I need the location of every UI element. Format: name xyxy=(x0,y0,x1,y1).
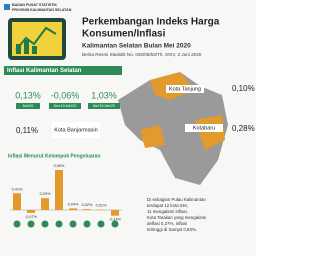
period-box xyxy=(16,103,40,109)
category-icon xyxy=(41,220,49,228)
category-icon xyxy=(83,220,91,228)
value-label: 0,41% xyxy=(12,187,23,191)
city: Kotabaru xyxy=(193,125,215,131)
note-line: Kota Tarakan yang mengalami xyxy=(147,215,206,220)
period-box xyxy=(49,103,81,109)
note-line: Di sebagian Pulau Kalimantan xyxy=(147,197,206,202)
period-box xyxy=(88,103,120,109)
city-value: 0,28% xyxy=(232,124,255,133)
bar xyxy=(27,210,35,213)
city-box xyxy=(52,122,100,138)
org: BADAN PUSAT STATISTIK xyxy=(12,3,57,7)
infographic: BADAN PUSAT STATISTIK PROVINSI KALIMANTA… xyxy=(4,2,255,233)
logo xyxy=(4,4,10,10)
note-line: 11 mengalami inflasi. xyxy=(147,209,188,214)
title: Konsumen/Inflasi xyxy=(82,29,166,40)
subtitle: Kalimantan Selatan Bulan Mei 2020 xyxy=(82,43,191,50)
value-label: 0,01% xyxy=(96,204,107,208)
inflation-value: -0,06% xyxy=(51,90,80,100)
city-value: 0,10% xyxy=(232,84,255,93)
inflation-value: 1,03% xyxy=(91,90,117,100)
category-icon xyxy=(111,220,119,228)
category-icon xyxy=(69,220,77,228)
release: Berita Resmi Statistik No. 030/06/63/Th.… xyxy=(82,52,202,57)
bar xyxy=(69,208,77,210)
note-line: terdapat 12 kota IHK, xyxy=(147,203,189,208)
category-icon xyxy=(55,220,63,228)
bar xyxy=(83,209,91,210)
period: Mei'20 xyxy=(23,104,33,108)
bar xyxy=(41,198,49,210)
bar xyxy=(97,209,105,211)
value-label: 0,04% xyxy=(68,202,79,206)
inflation-value: 0,13% xyxy=(15,90,41,100)
value-label: -0,14% xyxy=(109,218,122,222)
title: Perkembangan Indeks Harga xyxy=(82,17,220,28)
bar-chart: 0,41% -0,07% 0,29% 0,98% 0,04% 0,02% 0,01% -0,1… xyxy=(10,164,122,228)
category-icon xyxy=(13,220,21,228)
note-line: tertinggi di Sampit 0,83%. xyxy=(147,227,197,232)
map xyxy=(118,72,228,185)
illustration xyxy=(8,18,66,60)
value-label: 0,98% xyxy=(54,164,65,168)
heading: Inflasi Kalimantan Selatan xyxy=(7,68,82,74)
value-label: 0,29% xyxy=(40,192,51,196)
category-icon xyxy=(97,220,105,228)
chart-title: Inflasi Menurut Kelompok Pengeluaran xyxy=(8,153,101,159)
city-box xyxy=(166,85,204,93)
bar xyxy=(13,193,21,210)
city: Kota Banjarmasin xyxy=(54,127,97,133)
value-label: -0,07% xyxy=(25,215,38,219)
value-label: 0,02% xyxy=(82,203,93,207)
city-value: 0,11% xyxy=(16,126,38,135)
city-box xyxy=(185,124,223,132)
period: Mei'19-Mei'20 xyxy=(93,104,115,108)
bar xyxy=(55,170,63,210)
period: Des'19-Mei'20 xyxy=(54,104,77,108)
org: PROVINSI KALIMANTAN SELATAN xyxy=(12,8,72,12)
city: Kota Tanjung xyxy=(169,86,201,92)
bar xyxy=(111,210,119,216)
category-icon xyxy=(27,220,35,228)
heading-band xyxy=(4,66,122,75)
note-line: deflasi 0,27%, inflasi xyxy=(147,221,187,226)
